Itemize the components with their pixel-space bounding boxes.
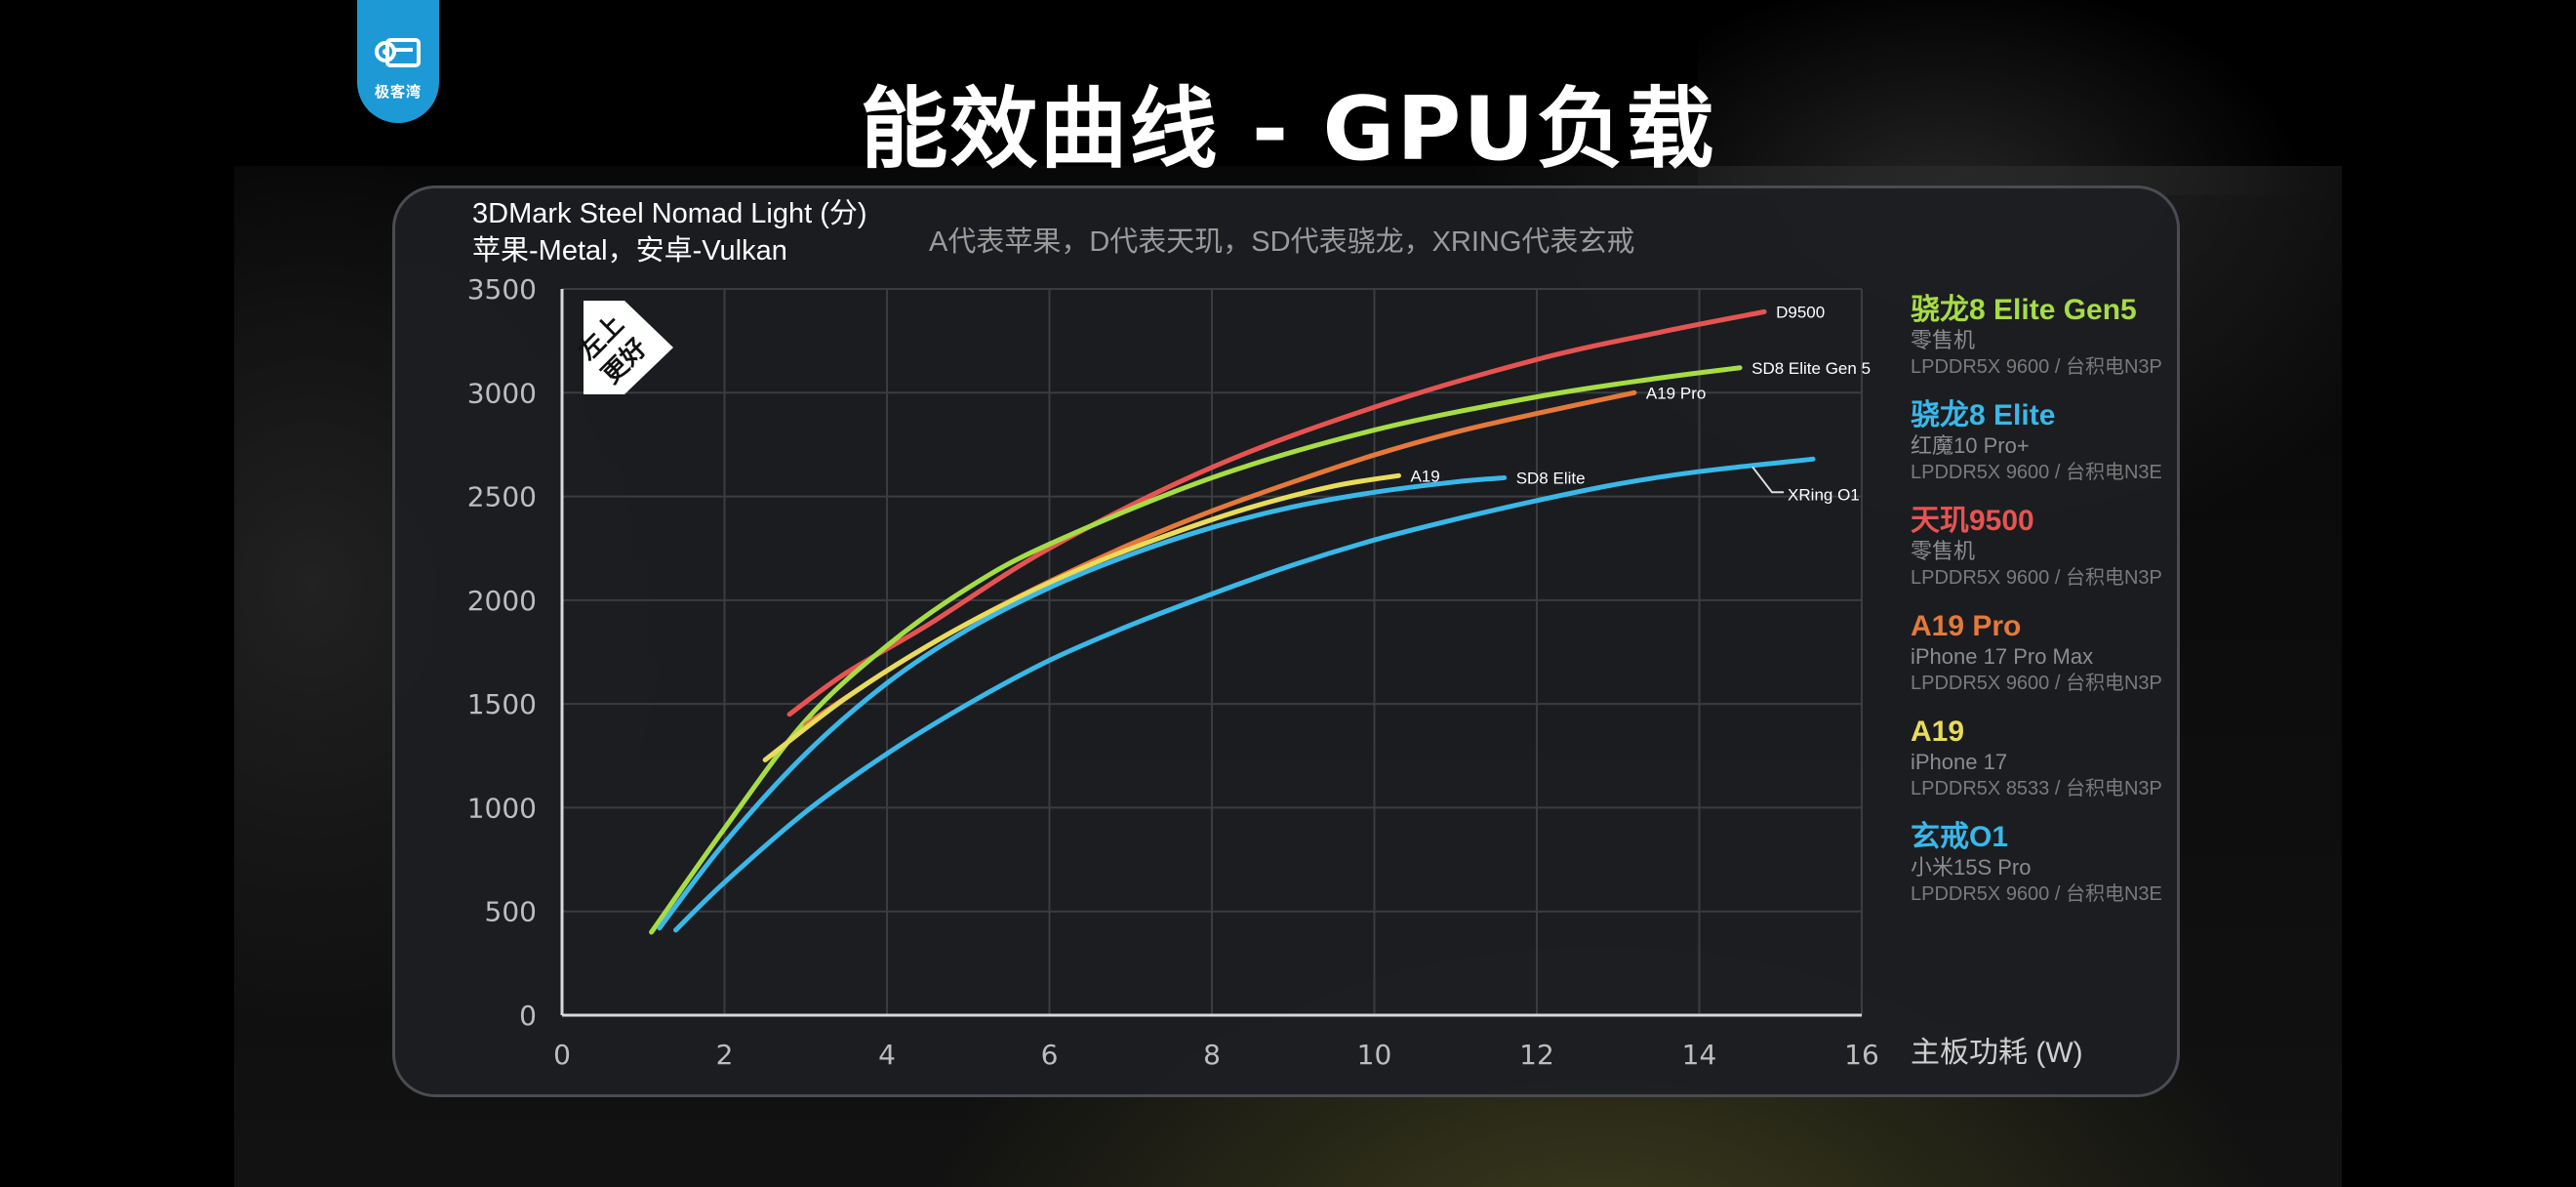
series-line-sd8-elite: [657, 474, 1508, 931]
series-line-d9500: [786, 308, 1767, 717]
legend-chip-name: 玄戒O1: [1911, 821, 2009, 853]
y-tick-label: 3000: [467, 377, 537, 409]
series-label-sd8-elite: SD8 Elite: [1516, 469, 1586, 487]
legend-spec: LPDDR5X 9600 / 台积电N3E: [1911, 883, 2162, 905]
metric-label-line1: 3DMark Steel Nomad Light (分): [472, 198, 867, 229]
y-tick-label: 2500: [467, 481, 537, 513]
legend-device: iPhone 17 Pro Max: [1911, 644, 2094, 669]
series-line-a19: [762, 472, 1401, 763]
y-tick-label: 1000: [467, 792, 537, 824]
y-tick-label: 0: [519, 1000, 537, 1032]
x-axis-label: 主板功耗 (W): [1911, 1037, 2083, 1069]
page-title: 能效曲线 - GPU负载: [860, 78, 1716, 181]
legend-device: 零售机: [1911, 539, 1976, 563]
series-label-xring-o1: XRing O1: [1788, 485, 1860, 504]
chip-wrench-icon: [375, 38, 421, 67]
tick-labels: 0 2 4 6 8 10 12 14 16 0 500 1000 1500 2000 2500 3000 350…: [467, 273, 1879, 1071]
legend-device: 红魔10 Pro+: [1911, 433, 2030, 458]
legend-chip-name: 骁龙8 Elite Gen5: [1911, 294, 2137, 326]
x-tick-label: 12: [1519, 1039, 1554, 1071]
series-label-leader: [1751, 466, 1785, 494]
x-tick-label: 16: [1844, 1039, 1879, 1071]
legend-item: 骁龙8 Elite 红魔10 Pro+ LPDDR5X 9600 / 台积电N3…: [1911, 398, 2164, 504]
logo-badge: 极客湾: [357, 0, 439, 123]
legend-spec: LPDDR5X 9600 / 台积电N3P: [1911, 356, 2162, 378]
legend-device: 零售机: [1911, 328, 1976, 352]
legend-device: iPhone 17: [1911, 750, 2008, 774]
series-line-a19-pro: [803, 389, 1637, 727]
x-tick-label: 2: [716, 1039, 734, 1071]
y-tick-label: 1500: [467, 688, 537, 720]
legend-spec: LPDDR5X 8533 / 台积电N3P: [1911, 778, 2162, 799]
legend-spec: LPDDR5X 9600 / 台积电N3E: [1911, 462, 2162, 483]
series-label-sd8-elite-gen-5: SD8 Elite Gen 5: [1751, 359, 1871, 378]
legend-device: 小米15S Pro: [1911, 855, 2032, 880]
corner-badge-shape: [584, 301, 673, 394]
background-wafer-photo-top: [1698, 0, 2342, 195]
legend-chip-name: 天玑9500: [1911, 505, 2034, 537]
grid: [562, 288, 1863, 1015]
legend-item: A19 iPhone 17 LPDDR5X 8533 / 台积电N3P: [1911, 715, 2164, 820]
x-tick-label: 4: [878, 1039, 896, 1071]
series-line-xring-o1: [673, 456, 1816, 933]
legend-item: A19 Pro iPhone 17 Pro Max LPDDR5X 9600 /…: [1911, 609, 2164, 715]
metric-label-line2: 苹果-Metal，安卓-Vulkan: [472, 235, 787, 266]
legend: 骁龙8 Elite Gen5 零售机 LPDDR5X 9600 / 台积电N3P…: [1911, 293, 2164, 925]
y-tick-label: 2000: [467, 585, 537, 617]
series-line-sd8-elite-gen-5: [649, 365, 1743, 935]
series-label-d9500: D9500: [1776, 303, 1825, 321]
legend-item: 天玑9500 零售机 LPDDR5X 9600 / 台积电N3P: [1911, 504, 2164, 609]
y-tick-label: 3500: [467, 273, 537, 306]
x-tick-label: 8: [1203, 1039, 1221, 1071]
legend-item: 骁龙8 Elite Gen5 零售机 LPDDR5X 9600 / 台积电N3P: [1911, 293, 2164, 398]
legend-spec: LPDDR5X 9600 / 台积电N3P: [1911, 673, 2162, 694]
x-tick-label: 14: [1682, 1039, 1717, 1071]
legend-chip-name: 骁龙8 Elite: [1911, 399, 2056, 431]
series-labels: D9500 SD8 Elite Gen 5 A19 Pro A19 SD8 Elite X…: [1410, 303, 1871, 504]
metric-label: 3DMark Steel Nomad Light (分) 苹果-Metal，安卓…: [472, 195, 867, 269]
legend-chip-name: A19 Pro: [1911, 610, 2022, 642]
series-label-a19-pro: A19 Pro: [1646, 384, 1706, 402]
x-tick-label: 0: [553, 1039, 571, 1071]
logo-text: 极客湾: [374, 83, 422, 101]
y-tick-label: 500: [485, 896, 537, 928]
legend-spec: LPDDR5X 9600 / 台积电N3P: [1911, 567, 2162, 589]
series-lines: [649, 308, 1816, 935]
corner-badge: 左上 更好: [573, 301, 673, 394]
abbreviation-note: A代表苹果，D代表天玑，SD代表骁龙，XRING代表玄戒: [929, 226, 1635, 258]
legend-chip-name: A19: [1911, 716, 1965, 748]
series-label-a19: A19: [1410, 467, 1439, 485]
legend-item: 玄戒O1 小米15S Pro LPDDR5X 9600 / 台积电N3E: [1911, 820, 2164, 925]
chart-panel: [392, 185, 2180, 1097]
axes: [560, 289, 1862, 1017]
x-tick-label: 6: [1041, 1039, 1059, 1071]
x-tick-label: 10: [1357, 1039, 1392, 1071]
